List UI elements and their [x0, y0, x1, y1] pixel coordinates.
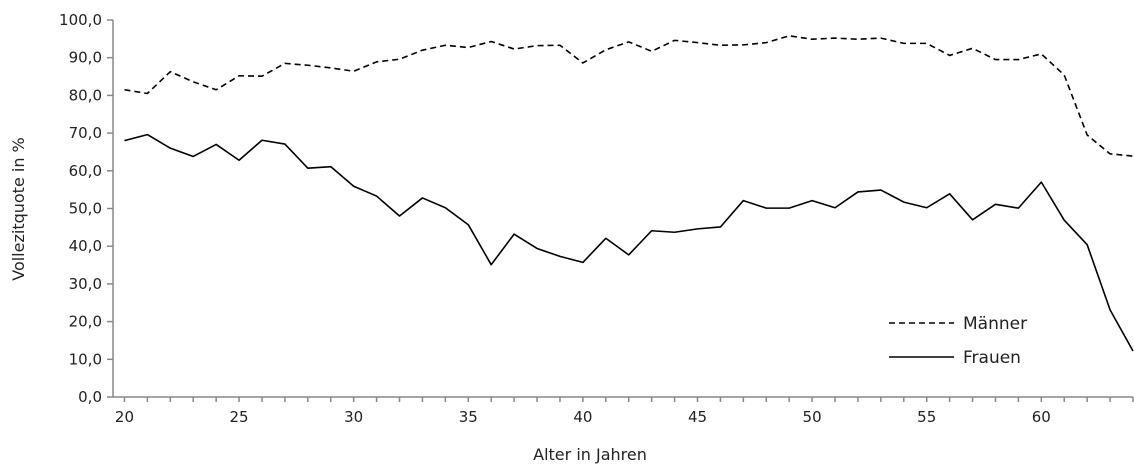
legend-label: Frauen	[963, 348, 1021, 368]
y-tick-label: 80,0	[69, 86, 102, 104]
legend-label: Männer	[963, 314, 1027, 334]
y-tick-label: 50,0	[69, 200, 102, 218]
x-tick-label: 50	[803, 408, 822, 426]
y-tick-label: 0,0	[78, 388, 102, 406]
x-tick-label: 45	[688, 408, 707, 426]
x-axis: 20 25 30 35 40 45 50 55 60	[113, 396, 1134, 426]
y-axis-title: Vollezitquote in %	[9, 137, 28, 281]
y-tick-label: 10,0	[69, 350, 102, 368]
x-tick-label: 55	[917, 408, 936, 426]
x-tick-label: 30	[344, 408, 363, 426]
x-tick-label: 60	[1032, 408, 1051, 426]
series-line-m-nner	[124, 35, 1134, 157]
x-axis-title: Alter in Jahren	[533, 445, 647, 464]
series-layer	[124, 35, 1134, 352]
x-tick-label: 40	[573, 408, 592, 426]
y-tick-label: 60,0	[69, 162, 102, 180]
x-tick-label: 35	[459, 408, 478, 426]
legend: Männer Frauen	[889, 314, 1027, 368]
y-tick-label: 100,0	[59, 11, 102, 29]
y-tick-label: 30,0	[69, 275, 102, 293]
x-tick-label: 20	[115, 408, 134, 426]
y-axis: 0,0 10,0 20,0 30,0 40,0 50,0 60,0 70,0 80,0 90,0 1…	[59, 11, 114, 406]
y-tick-label: 20,0	[69, 313, 102, 331]
x-tick-label: 25	[230, 408, 249, 426]
series-line-frauen	[124, 133, 1134, 352]
y-tick-label: 40,0	[69, 237, 102, 255]
y-tick-label: 90,0	[69, 49, 102, 67]
y-tick-label: 70,0	[69, 124, 102, 142]
